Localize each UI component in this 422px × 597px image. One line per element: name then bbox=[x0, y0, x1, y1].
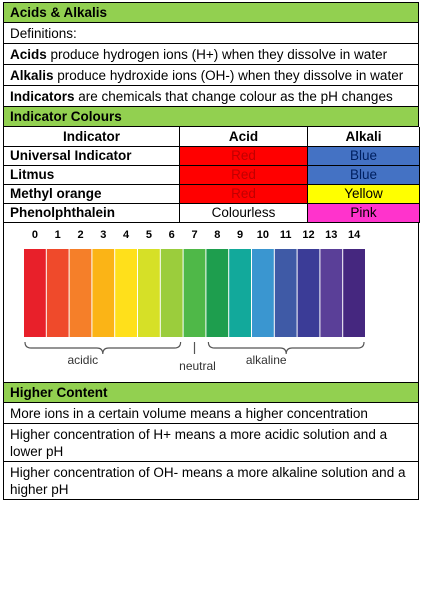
indicator-row: Universal Indicator Red Blue bbox=[3, 145, 420, 166]
ph-band-0 bbox=[24, 248, 46, 337]
term-indicators: Indicators bbox=[10, 89, 75, 104]
ph-number-label: 10 bbox=[257, 229, 269, 241]
indicator-name: Phenolphthalein bbox=[3, 202, 180, 223]
indicator-row: Phenolphthalein Colourless Pink bbox=[3, 202, 420, 223]
definition-indicators: Indicators are chemicals that change col… bbox=[3, 86, 419, 107]
indicator-row: Litmus Red Blue bbox=[3, 164, 420, 185]
ph-band-9 bbox=[229, 248, 251, 337]
ph-band-4 bbox=[115, 248, 137, 337]
term-acids: Acids bbox=[10, 47, 47, 62]
ph-number-label: 2 bbox=[77, 229, 83, 241]
ph-number-label: 7 bbox=[191, 229, 197, 241]
ph-number-label: 6 bbox=[169, 229, 175, 241]
ph-number-label: 0 bbox=[32, 229, 38, 241]
definition-acids: Acids produce hydrogen ions (H+) when th… bbox=[3, 44, 419, 65]
ph-number-label: 3 bbox=[100, 229, 106, 241]
ph-band-2 bbox=[69, 248, 92, 337]
ph-number-label: 5 bbox=[146, 229, 152, 241]
ph-band-6 bbox=[160, 248, 183, 337]
higher-content-point-2: Higher concentration of H+ means a more … bbox=[3, 423, 419, 462]
indicator-name: Methyl orange bbox=[3, 183, 180, 204]
indicator-name: Universal Indicator bbox=[3, 145, 180, 166]
indicator-row: Methyl orange Red Yellow bbox=[3, 183, 420, 204]
header-indicator: Indicator bbox=[3, 127, 180, 147]
definition-alkalis-text: produce hydroxide ions (OH-) when they d… bbox=[53, 68, 404, 83]
alkali-colour: Blue bbox=[307, 164, 420, 185]
alkali-colour: Pink bbox=[307, 202, 420, 223]
alkali-colour: Blue bbox=[307, 145, 420, 166]
revision-sheet: Acids & Alkalis Definitions: Acids produ… bbox=[3, 2, 420, 500]
indicator-table: Indicator Acid Alkali Universal Indicato… bbox=[3, 127, 420, 223]
definitions-label: Definitions: bbox=[3, 23, 419, 44]
term-alkalis: Alkalis bbox=[10, 68, 54, 83]
acid-colour: Red bbox=[179, 145, 308, 166]
ph-number-label: 11 bbox=[280, 229, 292, 241]
ph-band-3 bbox=[92, 248, 115, 337]
acid-colour: Red bbox=[179, 183, 308, 204]
section-title-higher-content: Higher Content bbox=[3, 382, 419, 403]
acidic-brace bbox=[24, 341, 182, 354]
indicator-table-header: Indicator Acid Alkali bbox=[3, 127, 420, 147]
neutral-label: neutral bbox=[179, 359, 216, 373]
ph-band-14 bbox=[343, 248, 365, 337]
ph-number-label: 1 bbox=[55, 229, 61, 241]
ph-scale-panel: 0 1 2 3 4 5 6 7 8 9 10 11 12 13 14 acidic neutral alkalin… bbox=[3, 222, 419, 383]
acidic-label: acidic bbox=[67, 353, 98, 367]
ph-band-5 bbox=[138, 248, 160, 337]
header-acid: Acid bbox=[179, 127, 308, 147]
ph-number-label: 12 bbox=[302, 229, 314, 241]
ph-band-13 bbox=[320, 248, 343, 337]
acid-colour: Colourless bbox=[179, 202, 308, 223]
definition-acids-text: produce hydrogen ions (H+) when they dis… bbox=[46, 47, 388, 62]
ph-number-label: 14 bbox=[348, 229, 361, 241]
alkaline-brace bbox=[207, 341, 365, 354]
ph-number-label: 4 bbox=[123, 229, 130, 241]
section-title-indicator-colours: Indicator Colours bbox=[3, 107, 419, 127]
definition-indicators-text: are chemicals that change colour as the … bbox=[74, 89, 393, 104]
ph-band-11 bbox=[274, 248, 297, 337]
ph-band-8 bbox=[206, 248, 229, 337]
ph-number-label: 9 bbox=[237, 229, 243, 241]
definition-alkalis: Alkalis produce hydroxide ions (OH-) whe… bbox=[3, 65, 419, 86]
acid-colour: Red bbox=[179, 164, 308, 185]
ph-band-12 bbox=[297, 248, 320, 337]
alkaline-label: alkaline bbox=[246, 353, 287, 367]
ph-band-1 bbox=[46, 248, 69, 337]
section-title-acids-alkalis: Acids & Alkalis bbox=[3, 2, 419, 23]
higher-content-point-3: Higher concentration of OH- means a more… bbox=[3, 461, 419, 500]
alkali-colour: Yellow bbox=[307, 183, 420, 204]
indicator-name: Litmus bbox=[3, 164, 180, 185]
ph-band-7 bbox=[183, 248, 206, 337]
header-alkali: Alkali bbox=[307, 127, 420, 147]
ph-number-label: 13 bbox=[325, 229, 337, 241]
higher-content-point-1: More ions in a certain volume means a hi… bbox=[3, 402, 419, 424]
ph-band-10 bbox=[252, 248, 274, 337]
ph-number-label: 8 bbox=[214, 229, 220, 241]
